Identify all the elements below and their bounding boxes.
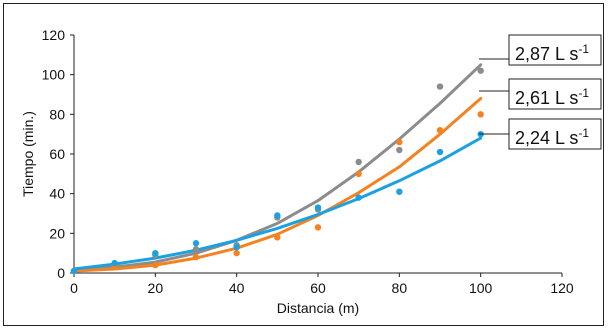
- x-tick-label: 40: [229, 280, 245, 296]
- data-point: [70, 267, 78, 275]
- data-point: [436, 83, 444, 90]
- series-label: 2,87 L s-1: [515, 42, 589, 64]
- trendline: [72, 63, 483, 271]
- data-point: [111, 259, 118, 267]
- x-tick-label: 100: [469, 280, 493, 296]
- data-point: [355, 170, 362, 178]
- data-point: [477, 67, 484, 74]
- series-labels: 2,87 L s-12,61 L s-12,24 L s-1: [479, 34, 602, 150]
- data-point: [355, 194, 362, 201]
- data-point: [314, 224, 322, 231]
- y-tick-label: 0: [57, 265, 65, 281]
- data-point: [274, 234, 281, 241]
- y-axis-title: Tiempo (min.): [20, 111, 36, 197]
- y-tick-label: 100: [42, 67, 66, 83]
- series-label-box: [508, 34, 602, 66]
- data-point: [192, 246, 200, 253]
- series-label-box: [508, 78, 602, 110]
- y-tick-label: 120: [42, 27, 66, 43]
- series-label-text: 2,24 L s: [515, 128, 578, 148]
- series-label-box: [508, 118, 602, 150]
- y-tick-label: 80: [49, 106, 65, 122]
- data-point: [396, 188, 403, 195]
- x-tick-label: 0: [70, 280, 78, 296]
- series-label: 2,24 L s-1: [515, 126, 589, 148]
- series-label-superscript: -1: [578, 42, 589, 56]
- series-label-superscript: -1: [578, 126, 589, 140]
- data-point: [355, 158, 362, 166]
- data-points: [70, 67, 484, 275]
- y-axis-ticks: 0 20 40 60 80 100 120: [42, 27, 74, 281]
- series-label-text: 2,61 L s: [515, 88, 578, 108]
- data-point: [192, 240, 200, 247]
- x-tick-label: 60: [310, 280, 326, 296]
- data-point: [314, 204, 322, 211]
- data-point: [152, 249, 159, 257]
- chart-frame: [3, 3, 604, 326]
- data-point: [192, 253, 200, 261]
- x-tick-label: 80: [392, 280, 408, 296]
- data-point: [477, 111, 484, 118]
- data-point: [233, 244, 240, 251]
- x-tick-label: 120: [550, 280, 574, 296]
- data-point: [233, 249, 240, 257]
- series-label: 2,61 L s-1: [515, 86, 589, 108]
- data-point: [396, 146, 403, 154]
- y-tick-label: 60: [49, 146, 65, 162]
- data-point: [274, 212, 281, 219]
- series-label-text: 2,87 L s: [515, 44, 578, 64]
- data-point: [152, 261, 159, 269]
- trendline: [72, 97, 483, 273]
- y-tick-label: 20: [49, 225, 65, 241]
- x-tick-label: 20: [148, 280, 164, 296]
- data-point: [396, 138, 403, 146]
- x-axis-title: Distancia (m): [277, 300, 359, 316]
- data-point: [436, 127, 444, 134]
- x-axis-ticks: 0 20 40 60 80 100 120: [70, 273, 574, 296]
- data-point: [436, 148, 444, 156]
- trendline: [72, 136, 483, 271]
- y-tick-label: 40: [49, 186, 65, 202]
- series-label-superscript: -1: [578, 86, 589, 100]
